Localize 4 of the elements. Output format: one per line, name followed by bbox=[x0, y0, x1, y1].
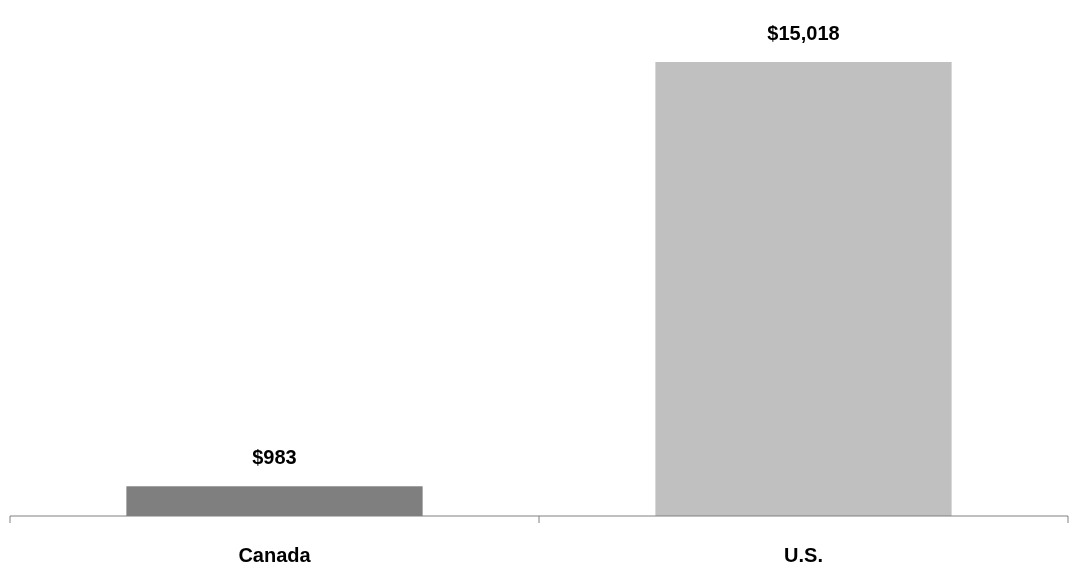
x-tick-label: U.S. bbox=[784, 544, 823, 566]
data-label: $15,018 bbox=[767, 22, 840, 44]
x-tick-label: Canada bbox=[238, 544, 312, 566]
data-label: $983 bbox=[252, 446, 297, 469]
